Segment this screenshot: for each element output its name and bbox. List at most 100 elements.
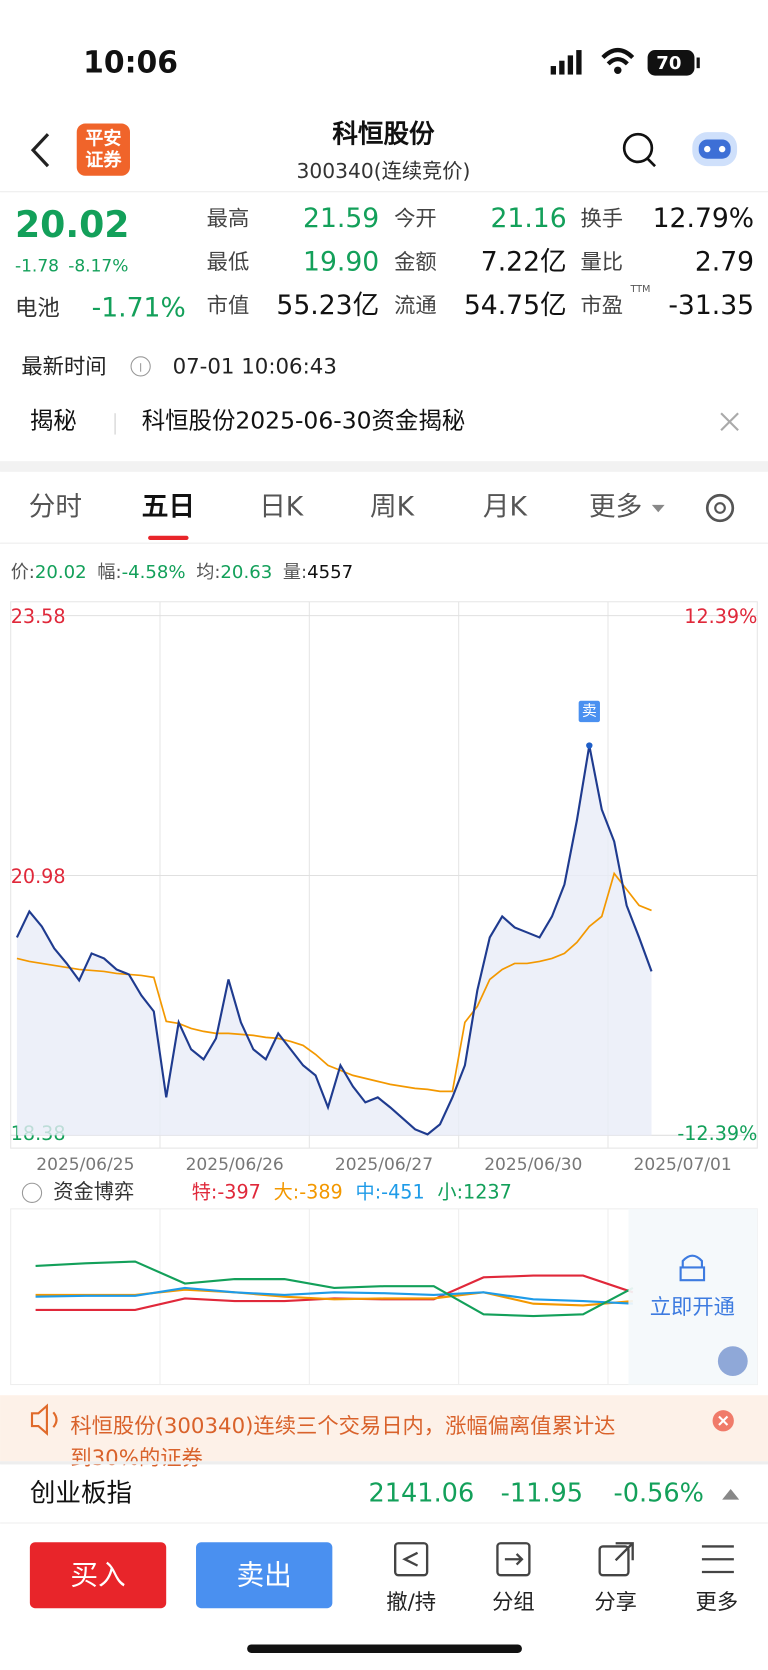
sector-change: -1.71% bbox=[92, 292, 186, 323]
index-change-pct: -0.56% bbox=[614, 1478, 704, 1508]
legend-name: 大: bbox=[274, 1180, 300, 1203]
settings-button[interactable] bbox=[705, 493, 735, 523]
stat-value: 21.59 bbox=[303, 203, 379, 234]
update-time: 07-01 10:06:43 bbox=[173, 354, 337, 379]
section-gap bbox=[0, 461, 768, 472]
sector-name: 电池 bbox=[15, 295, 60, 321]
y-tick-label: 23.58 bbox=[11, 605, 66, 628]
signal-icons bbox=[550, 47, 700, 76]
index-name[interactable]: 创业板指 bbox=[30, 1478, 132, 1508]
notice-close[interactable] bbox=[712, 1410, 734, 1432]
tab-bar: 分时 五日 日K 周K 月K 更多 bbox=[29, 492, 665, 540]
update-label: 最新时间 bbox=[21, 354, 106, 379]
buy-button[interactable] bbox=[29, 1542, 167, 1609]
stat-label: 市盈 bbox=[581, 294, 624, 319]
sell-marker-label: 卖 bbox=[582, 701, 597, 719]
info-value: -4.58% bbox=[122, 562, 186, 583]
info-icon[interactable] bbox=[130, 356, 151, 377]
tab[interactable]: 月K bbox=[483, 492, 529, 523]
series-line bbox=[16, 871, 652, 1093]
broker-logo-text: 平安 bbox=[85, 128, 121, 150]
legend-name: 中: bbox=[356, 1180, 382, 1203]
tab[interactable]: 五日 bbox=[142, 492, 195, 523]
legend-name: 小: bbox=[437, 1180, 463, 1203]
back-button[interactable] bbox=[30, 133, 50, 168]
price-change-pct: -8.17% bbox=[68, 256, 128, 276]
info-label: 幅: bbox=[97, 562, 121, 583]
expand-arrow[interactable] bbox=[722, 1488, 740, 1500]
tab-indicator bbox=[148, 535, 189, 540]
x-tick-label: 2025/07/01 bbox=[634, 1155, 732, 1175]
ttm-label: TTM bbox=[630, 284, 651, 295]
notice-text[interactable]: 到30%的证券 bbox=[70, 1446, 203, 1471]
stat-label: 流通 bbox=[394, 294, 437, 319]
flow-chart: 资金博弈 特: -397 大: -389 中: -451 小: 1237 立即开通 bbox=[10, 1179, 758, 1386]
tab[interactable]: 日K bbox=[259, 492, 305, 523]
home-indicator bbox=[247, 1644, 522, 1653]
buy-label[interactable]: 买入 bbox=[70, 1558, 125, 1591]
close-button[interactable] bbox=[720, 412, 739, 432]
stat-label: 换手 bbox=[581, 206, 624, 231]
stat-label: 今开 bbox=[394, 206, 437, 231]
stat-label: 最高 bbox=[207, 206, 250, 231]
tool-label[interactable]: 更多 bbox=[696, 1590, 739, 1615]
info-row: 价: 20.02 幅: -4.58% 均: 20.63 量: 4557 bbox=[11, 562, 353, 583]
lock-icon bbox=[679, 1254, 706, 1282]
notice-banner bbox=[0, 1395, 768, 1462]
info-value: 20.02 bbox=[35, 562, 87, 583]
fullscreen-button[interactable] bbox=[717, 1346, 748, 1377]
assistant-button[interactable] bbox=[692, 132, 738, 167]
y-tick-label: 20.98 bbox=[11, 865, 66, 888]
tool-labels: 撤/持 分组 分享 更多 bbox=[386, 1590, 738, 1615]
y2-tick-label: 12.39% bbox=[684, 605, 757, 628]
info-icon[interactable] bbox=[21, 1182, 43, 1203]
tool-label[interactable]: 分组 bbox=[492, 1590, 535, 1615]
stock-subtitle: 300340(连续竞价) bbox=[297, 159, 471, 183]
info-value: 20.63 bbox=[220, 562, 272, 583]
index-change: -11.95 bbox=[501, 1478, 583, 1508]
legend-value: -451 bbox=[381, 1180, 424, 1203]
tool-label[interactable]: 撤/持 bbox=[386, 1590, 436, 1615]
stat-value: 19.90 bbox=[303, 247, 379, 278]
sell-button[interactable] bbox=[196, 1542, 333, 1609]
series-line bbox=[15, 745, 653, 1136]
x-tick-label: 2025/06/25 bbox=[36, 1155, 134, 1175]
reveal-tag[interactable]: 揭秘 bbox=[30, 406, 77, 434]
clock: 10:06 bbox=[83, 45, 178, 80]
stat-value: 2.79 bbox=[695, 247, 754, 278]
reveal-text[interactable]: 科恒股份2025-06-30资金揭秘 bbox=[142, 406, 465, 434]
notice-text[interactable]: 科恒股份(300340)连续三个交易日内，涨幅偏离值累计达 bbox=[70, 1414, 615, 1439]
flow-line bbox=[35, 1260, 634, 1318]
broker-logo-text: 证券 bbox=[85, 149, 122, 171]
x-tick-label: 2025/06/26 bbox=[186, 1155, 284, 1175]
price-chart: 2025/06/25 2025/06/26 2025/06/27 2025/06/30… bbox=[10, 601, 758, 1175]
stat-label: 市值 bbox=[207, 294, 250, 319]
stat-value: 54.75亿 bbox=[464, 290, 567, 321]
legend-name: 特: bbox=[192, 1180, 218, 1203]
legend-value: -389 bbox=[299, 1180, 342, 1203]
info-value: 4557 bbox=[307, 562, 353, 583]
flow-line bbox=[35, 1286, 633, 1305]
flow-title: 资金博弈 bbox=[53, 1179, 134, 1203]
sell-label[interactable]: 卖出 bbox=[236, 1558, 291, 1591]
tab[interactable]: 更多 bbox=[589, 492, 642, 523]
y2-tick-label: -12.39% bbox=[677, 1122, 757, 1145]
tool-label[interactable]: 分享 bbox=[594, 1590, 637, 1615]
legend-value: -397 bbox=[217, 1180, 260, 1203]
legend-value: 1237 bbox=[463, 1180, 512, 1203]
last-price: 20.02 bbox=[15, 203, 130, 246]
stat-label: 金额 bbox=[394, 250, 437, 275]
tab[interactable]: 周K bbox=[370, 492, 416, 523]
stat-value: 12.79% bbox=[653, 203, 754, 234]
search-button[interactable] bbox=[622, 132, 656, 168]
unlock-link[interactable]: 立即开通 bbox=[650, 1295, 735, 1320]
index-value: 2141.06 bbox=[369, 1478, 475, 1508]
sell-marker bbox=[578, 700, 600, 723]
tab[interactable]: 分时 bbox=[29, 492, 82, 523]
info-label: 均: bbox=[196, 562, 220, 583]
price-change: -1.78 bbox=[15, 256, 59, 276]
stat-label: 量比 bbox=[581, 250, 624, 275]
tool-icons bbox=[394, 1542, 734, 1577]
